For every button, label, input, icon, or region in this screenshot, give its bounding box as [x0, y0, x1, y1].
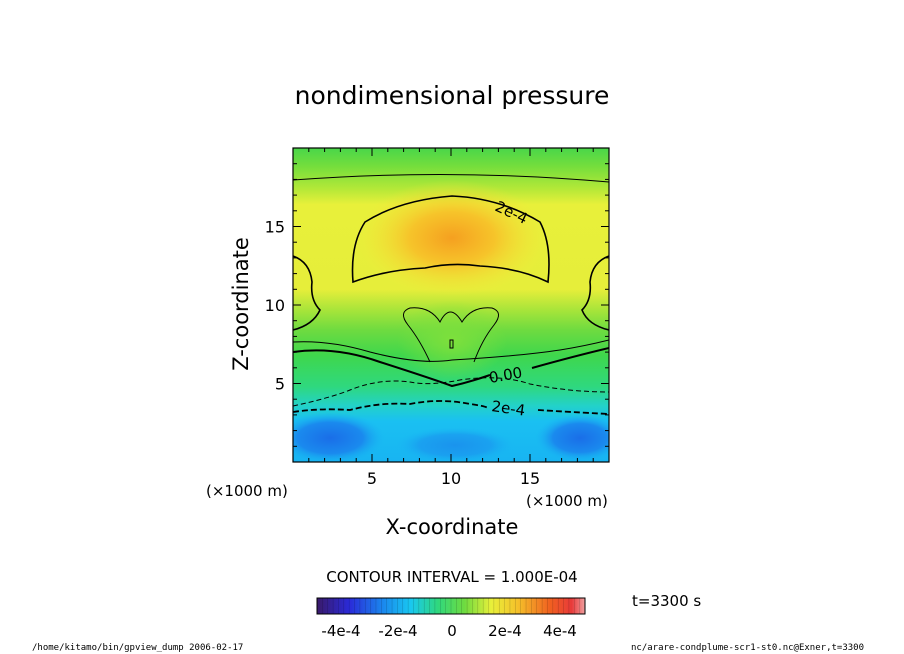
contour-0-right	[531, 347, 609, 369]
y-tick-label: 15	[265, 218, 285, 237]
field-low-pressure-mid	[395, 427, 515, 462]
contour-minus-2e-4-right	[537, 409, 609, 415]
chart-title: nondimensional pressure	[295, 81, 610, 110]
contour-top	[293, 173, 609, 183]
field-low-pressure-right	[535, 414, 609, 462]
x-unit-label-left: (×1000 m)	[206, 482, 288, 500]
x-tick-label: 10	[441, 469, 461, 488]
y-axis-title: Z-coordinate	[229, 237, 253, 371]
colorbar	[316, 597, 586, 615]
x-tick-label: 5	[367, 469, 377, 488]
colorbar-label: -4e-4	[321, 622, 360, 640]
colorbar-label: -2e-4	[378, 622, 417, 640]
colorbar-fill	[316, 597, 586, 615]
colorbar-label: 2e-4	[488, 622, 522, 640]
field-low-pressure-left	[293, 412, 385, 462]
colorbar-ticks	[322, 598, 580, 614]
x-unit-label-right: (×1000 m)	[526, 492, 608, 510]
contour-minus-2e-4	[293, 400, 489, 413]
contour-dashed-thin	[293, 377, 609, 407]
contour-center-lobe	[403, 307, 499, 363]
field-high-pressure-core	[357, 180, 547, 296]
axis-ticks	[293, 148, 609, 462]
contour-right-edge	[581, 255, 609, 331]
x-tick-label: 15	[520, 469, 540, 488]
y-tick-label: 10	[265, 296, 285, 315]
colorbar-label: 0	[447, 622, 457, 640]
contour-2e-4-upper	[351, 195, 550, 284]
contour-interval: CONTOUR INTERVAL = 1.000E-04	[326, 568, 577, 586]
y-tick-label: 5	[275, 375, 285, 394]
contour-label-zero: 0.00	[488, 363, 524, 387]
contour-0	[293, 349, 491, 388]
contour-small-center	[449, 339, 454, 349]
footer-right: nc/arare-condplume-scr1-st0.nc@Exner,t=3…	[631, 643, 864, 653]
contour-left-edge	[293, 255, 321, 331]
footer-left: /home/kitamo/bin/gpview_dump 2006-02-17	[32, 643, 243, 653]
x-axis-title: X-coordinate	[386, 515, 519, 539]
time-label: t=3300 s	[632, 592, 701, 610]
contour-thin-mid	[293, 339, 609, 362]
plot-area	[293, 148, 609, 462]
colorbar-label: 4e-4	[543, 622, 577, 640]
contour-label-lower: 2e-4	[490, 397, 526, 420]
